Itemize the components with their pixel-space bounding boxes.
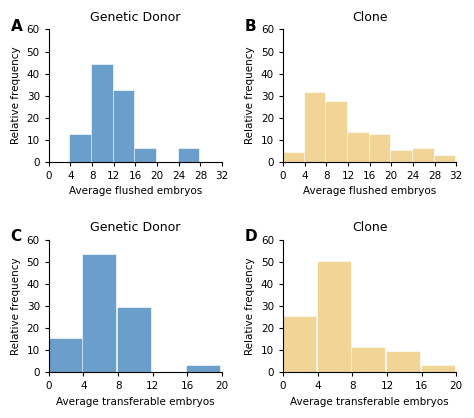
Bar — [179, 149, 199, 162]
Bar — [83, 255, 117, 372]
Y-axis label: Relative frequency: Relative frequency — [11, 257, 21, 355]
Title: Genetic Donor: Genetic Donor — [90, 11, 181, 24]
Bar — [187, 366, 220, 372]
Title: Clone: Clone — [352, 11, 387, 24]
Y-axis label: Relative frequency: Relative frequency — [246, 257, 255, 355]
Text: A: A — [11, 19, 22, 34]
Text: C: C — [11, 229, 22, 244]
Y-axis label: Relative frequency: Relative frequency — [11, 47, 21, 145]
X-axis label: Average transferable embryos: Average transferable embryos — [56, 397, 215, 407]
Title: Clone: Clone — [352, 222, 387, 234]
Bar — [114, 91, 134, 162]
Bar — [92, 65, 113, 162]
Text: D: D — [245, 229, 257, 244]
X-axis label: Average flushed embryos: Average flushed embryos — [69, 186, 202, 196]
Bar — [370, 135, 390, 162]
Bar — [118, 308, 151, 372]
Bar — [283, 317, 316, 372]
X-axis label: Average transferable embryos: Average transferable embryos — [291, 397, 449, 407]
Bar — [318, 262, 351, 372]
Bar — [49, 339, 82, 372]
Title: Genetic Donor: Genetic Donor — [90, 222, 181, 234]
Bar — [392, 151, 412, 162]
Bar — [413, 149, 434, 162]
Text: B: B — [245, 19, 256, 34]
Bar — [352, 348, 385, 372]
Bar — [387, 352, 420, 372]
Bar — [326, 102, 347, 162]
Bar — [435, 156, 455, 162]
Bar — [136, 149, 156, 162]
Bar — [421, 366, 455, 372]
Bar — [283, 153, 304, 162]
X-axis label: Average flushed embryos: Average flushed embryos — [303, 186, 436, 196]
Bar — [348, 133, 369, 162]
Bar — [305, 94, 325, 162]
Bar — [71, 135, 91, 162]
Y-axis label: Relative frequency: Relative frequency — [246, 47, 255, 145]
